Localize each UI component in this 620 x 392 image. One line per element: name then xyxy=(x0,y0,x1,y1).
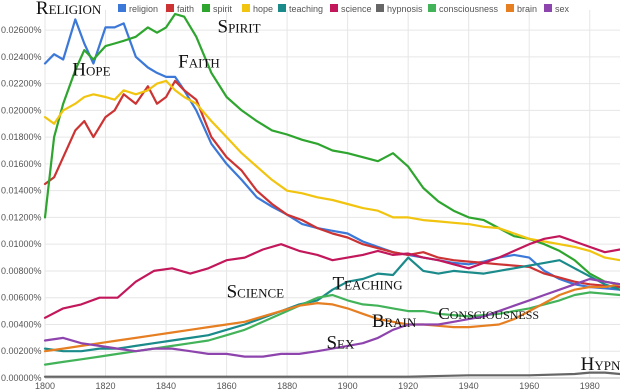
y-axis: 0.00000% 0.00200% 0.00400% 0.00600% 0.00800%… xyxy=(1,25,42,383)
x-tick-label: 1980 xyxy=(580,381,600,391)
y-tick-label: 0.02200% xyxy=(1,79,42,89)
legend-label-science: science xyxy=(341,4,372,14)
annotation-brain: Brain xyxy=(372,311,417,332)
series-line-religion xyxy=(43,18,620,291)
legend-label-religion: religion xyxy=(129,4,158,14)
y-tick-label: 0.00200% xyxy=(1,346,42,356)
legend-swatch-hypnosis xyxy=(376,4,384,12)
x-axis: 1800 1820 1840 1860 1880 1900 1920 1940 1960 1980 xyxy=(35,377,620,391)
y-tick-label: 0.01200% xyxy=(1,212,42,222)
series-line-hope xyxy=(43,79,620,262)
annotation-science: Science xyxy=(227,282,285,303)
x-tick-label: 1960 xyxy=(519,381,539,391)
y-tick-label: 0.00800% xyxy=(1,266,42,276)
annotation-spirit: Spirit xyxy=(218,17,261,38)
legend-swatch-faith xyxy=(166,4,174,12)
annotation-hope: Hope xyxy=(72,60,110,81)
legend-swatch-hope xyxy=(242,4,250,12)
legend-swatch-brain xyxy=(506,4,514,12)
x-tick-label: 1820 xyxy=(96,381,116,391)
y-tick-label: 0.02400% xyxy=(1,52,42,62)
annotation-faith: Faith xyxy=(178,52,220,73)
legend-swatch-consciousness xyxy=(428,4,436,12)
series-line-brain xyxy=(43,283,620,353)
series-line-faith xyxy=(43,79,620,289)
annotation-religion: Religion xyxy=(36,0,102,19)
legend-swatch-spirit xyxy=(202,4,210,12)
series-line-teaching xyxy=(43,256,620,353)
legend-swatch-sex xyxy=(544,4,552,12)
annotation-consciousness: Consciousness xyxy=(438,304,539,323)
plot-area xyxy=(43,12,620,378)
x-tick-label: 1940 xyxy=(459,381,479,391)
legend-label-hypnosis: hypnosis xyxy=(387,4,423,14)
legend-label-sex: sex xyxy=(555,4,570,14)
y-tick-label: 0.02600% xyxy=(1,25,42,35)
annotations: Religion Hope Faith Spirit Science Teaching Br… xyxy=(36,0,620,375)
legend: religion faith spirit hope teaching science hy… xyxy=(118,4,570,14)
legend-label-brain: brain xyxy=(517,4,537,14)
legend-label-teaching: teaching xyxy=(289,4,323,14)
y-tick-label: 0.00600% xyxy=(1,293,42,303)
x-tick-label: 1860 xyxy=(217,381,237,391)
legend-swatch-teaching xyxy=(278,4,286,12)
x-tick-label: 1800 xyxy=(35,381,55,391)
y-tick-label: 0.01000% xyxy=(1,239,42,249)
series-line-spirit xyxy=(43,12,620,286)
x-tick-label: 1920 xyxy=(398,381,418,391)
legend-label-hope: hope xyxy=(253,4,273,14)
y-tick-label: 0.01800% xyxy=(1,132,42,142)
legend-label-spirit: spirit xyxy=(213,4,233,14)
y-tick-label: 0.00000% xyxy=(1,373,42,383)
annotation-teaching: Teaching xyxy=(333,274,403,295)
grid xyxy=(44,10,620,379)
legend-label-consciousness: consciousness xyxy=(439,4,499,14)
y-tick-label: 0.02000% xyxy=(1,105,42,115)
y-tick-label: 0.00400% xyxy=(1,319,42,329)
y-tick-label: 0.01400% xyxy=(1,186,42,196)
annotation-sex: Sex xyxy=(326,333,355,354)
annotation-hypno: Hypno xyxy=(581,354,620,375)
series-line-science xyxy=(43,235,620,319)
x-tick-label: 1900 xyxy=(338,381,358,391)
x-tick-label: 1840 xyxy=(156,381,176,391)
legend-swatch-science xyxy=(330,4,338,12)
y-tick-label: 0.01600% xyxy=(1,159,42,169)
x-tick-label: 1880 xyxy=(277,381,297,391)
series-line-sex xyxy=(43,277,620,358)
legend-swatch-religion xyxy=(118,4,126,12)
series-line-hypnosis xyxy=(43,371,620,378)
legend-label-faith: faith xyxy=(177,4,194,14)
